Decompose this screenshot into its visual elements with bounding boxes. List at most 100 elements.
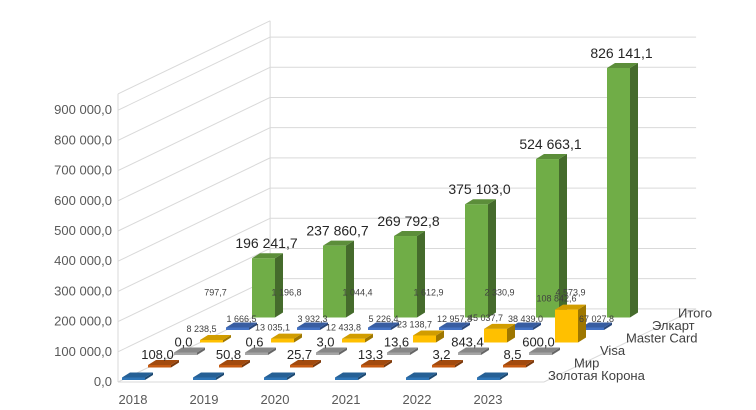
- bar-side: [455, 360, 463, 368]
- bar-side: [604, 322, 612, 330]
- series-axis-label: Золотая Корона: [548, 368, 646, 383]
- data-labels: 108,0 50,8 25,7 13,3 3,2 8,5 0,0 0,6 3,0 13,6 843,…: [141, 45, 653, 362]
- bar-side: [391, 322, 399, 330]
- bar: [264, 372, 295, 380]
- bar-side: [171, 360, 179, 368]
- bar-front: [122, 377, 145, 380]
- bar: [529, 347, 560, 355]
- bar-top: [529, 347, 560, 353]
- series-3: [174, 347, 560, 355]
- bar-side: [294, 333, 302, 343]
- y-tick-label: 400 000,0: [54, 253, 112, 268]
- data-label: 524 663,1: [519, 136, 581, 152]
- data-label: 1 196,8: [271, 288, 301, 298]
- data-label: 38 439,0: [508, 314, 543, 324]
- bar-front: [271, 338, 294, 343]
- bar-side: [533, 322, 541, 330]
- bar: [290, 360, 321, 368]
- data-label: 25,7: [287, 347, 312, 362]
- bar-side: [358, 372, 366, 380]
- bar: [297, 322, 328, 330]
- bar: [148, 360, 179, 368]
- bar-side: [249, 322, 257, 330]
- series-2: [148, 360, 534, 368]
- data-label: 3 932,3: [297, 314, 327, 324]
- gridline-side: [117, 248, 271, 323]
- gridline-side: [117, 127, 271, 202]
- bar-front: [323, 245, 346, 318]
- bar-side: [242, 360, 250, 368]
- data-label: 108 842,6: [536, 294, 576, 304]
- bar: [536, 154, 567, 318]
- data-label: 13 035,1: [255, 323, 290, 333]
- series-axis-label: Элкарт: [652, 318, 695, 333]
- bar-side: [339, 347, 347, 355]
- bar-side: [197, 347, 205, 355]
- y-tick-label: 600 000,0: [54, 193, 112, 208]
- data-label: 12 433,8: [326, 323, 361, 333]
- bar-front: [252, 258, 275, 318]
- bar-top: [477, 372, 508, 378]
- bar: [581, 322, 612, 330]
- data-label: 108,0: [141, 347, 174, 362]
- bar-side: [287, 372, 295, 380]
- gridline-side: [117, 157, 271, 232]
- data-label: 13,6: [384, 335, 409, 350]
- bar-side: [507, 323, 515, 343]
- bar-front: [503, 365, 526, 368]
- bar-front: [193, 377, 216, 380]
- bar-side: [216, 372, 224, 380]
- bar: [252, 253, 283, 318]
- bar-front: [361, 365, 384, 368]
- data-label: 67 027,8: [579, 314, 614, 324]
- y-tick-label: 100 000,0: [54, 344, 112, 359]
- bar-front: [226, 327, 249, 330]
- bar: [510, 322, 541, 330]
- gridline-side: [117, 36, 271, 111]
- bar-top: [432, 360, 463, 365]
- data-label: 13,3: [358, 347, 383, 362]
- data-label: 196 241,7: [235, 235, 297, 251]
- data-label: 237 860,7: [306, 223, 368, 239]
- data-label: 8,5: [503, 347, 521, 362]
- bar: [316, 347, 347, 355]
- bar-front: [510, 327, 533, 330]
- bar-side: [268, 347, 276, 355]
- bar: [458, 347, 489, 355]
- data-label: 600,0: [522, 335, 555, 350]
- bar-top: [342, 333, 373, 339]
- bar-side: [320, 322, 328, 330]
- data-label: 0,6: [245, 335, 263, 350]
- bar-side: [481, 347, 489, 355]
- bar-front: [200, 340, 223, 343]
- series-axis-label: Visa: [600, 343, 626, 358]
- bar-front: [335, 377, 358, 380]
- series-5: [226, 322, 612, 330]
- data-label: 826 141,1: [590, 45, 652, 61]
- bar-top: [503, 360, 534, 365]
- bar-front: [316, 352, 339, 355]
- gridline-side: [117, 187, 271, 262]
- bar-side: [365, 333, 373, 343]
- gridline-side: [117, 278, 271, 353]
- series-axis-label: Итого: [678, 306, 712, 321]
- bar-top: [174, 347, 205, 353]
- bar-top: [536, 154, 567, 160]
- bar: [432, 360, 463, 368]
- bar-front: [368, 327, 391, 330]
- bar-front: [245, 352, 268, 355]
- y-tick-label: 800 000,0: [54, 132, 112, 147]
- bar-top: [122, 372, 153, 378]
- bar-front: [290, 365, 313, 368]
- y-tick-label: 700 000,0: [54, 163, 112, 178]
- y-tick-label: 500 000,0: [54, 223, 112, 238]
- floor-right-edge: [543, 308, 697, 383]
- bar: [555, 304, 586, 343]
- bar: [394, 231, 425, 318]
- series-1: [122, 372, 508, 380]
- bar-side: [275, 253, 283, 318]
- bar-side: [346, 240, 354, 318]
- data-label: 797,7: [204, 288, 227, 298]
- bar-front: [297, 327, 320, 330]
